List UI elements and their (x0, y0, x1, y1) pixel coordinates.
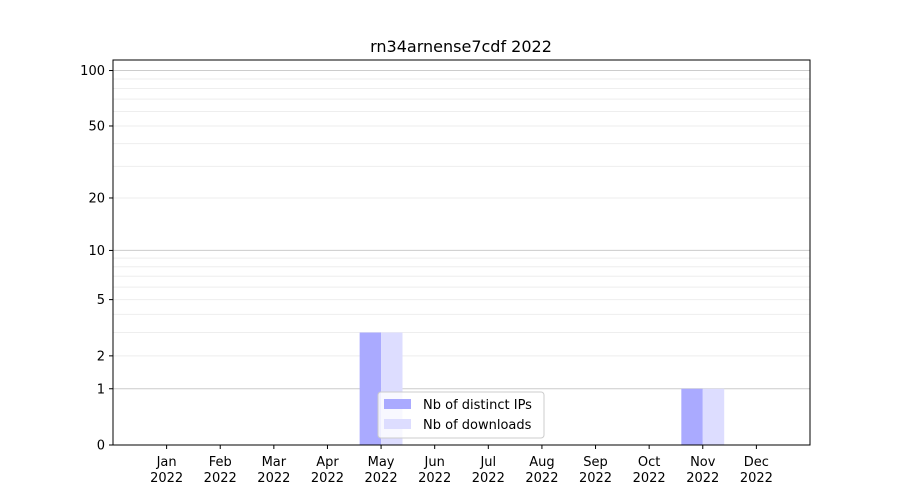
y-tick-label: 10 (88, 244, 105, 259)
x-tick-label: Jun 2022 (418, 455, 451, 486)
x-tick-label: May 2022 (365, 455, 398, 486)
legend-swatch (384, 419, 411, 429)
x-tick-label: Aug 2022 (525, 455, 558, 486)
x-tick-label: Dec 2022 (740, 455, 773, 486)
bar-distinct-ips (359, 332, 382, 445)
legend-swatch (384, 399, 411, 409)
y-tick-label: 5 (97, 293, 105, 308)
chart-title: rn34arnense7cdf 2022 (370, 37, 552, 56)
y-tick-label: 1 (97, 382, 105, 397)
x-tick-label: Apr 2022 (311, 455, 344, 486)
x-tick-label: Jan 2022 (150, 455, 183, 486)
legend-label: Nb of downloads (423, 418, 532, 433)
x-tick-label: Mar 2022 (257, 455, 290, 486)
x-tick-label: Oct 2022 (633, 455, 666, 486)
y-tick-label: 0 (97, 439, 105, 454)
x-tick-label: Nov 2022 (686, 455, 719, 486)
y-tick-label: 50 (88, 119, 105, 134)
plot-frame (112, 59, 811, 446)
y-tick-label: 2 (97, 349, 105, 364)
legend-label: Nb of distinct IPs (423, 398, 532, 413)
x-tick-label: Sep 2022 (579, 455, 612, 486)
y-tick-label: 100 (80, 64, 105, 79)
bar-distinct-ips (681, 388, 703, 445)
legend-box (377, 391, 545, 439)
legend: Nb of distinct IPs Nb of downloads (377, 391, 545, 439)
x-tick-label: Feb 2022 (204, 455, 237, 486)
x-tick-label: Jul 2022 (472, 455, 505, 486)
y-tick-label: 20 (88, 191, 105, 206)
bar-downloads (702, 388, 725, 445)
